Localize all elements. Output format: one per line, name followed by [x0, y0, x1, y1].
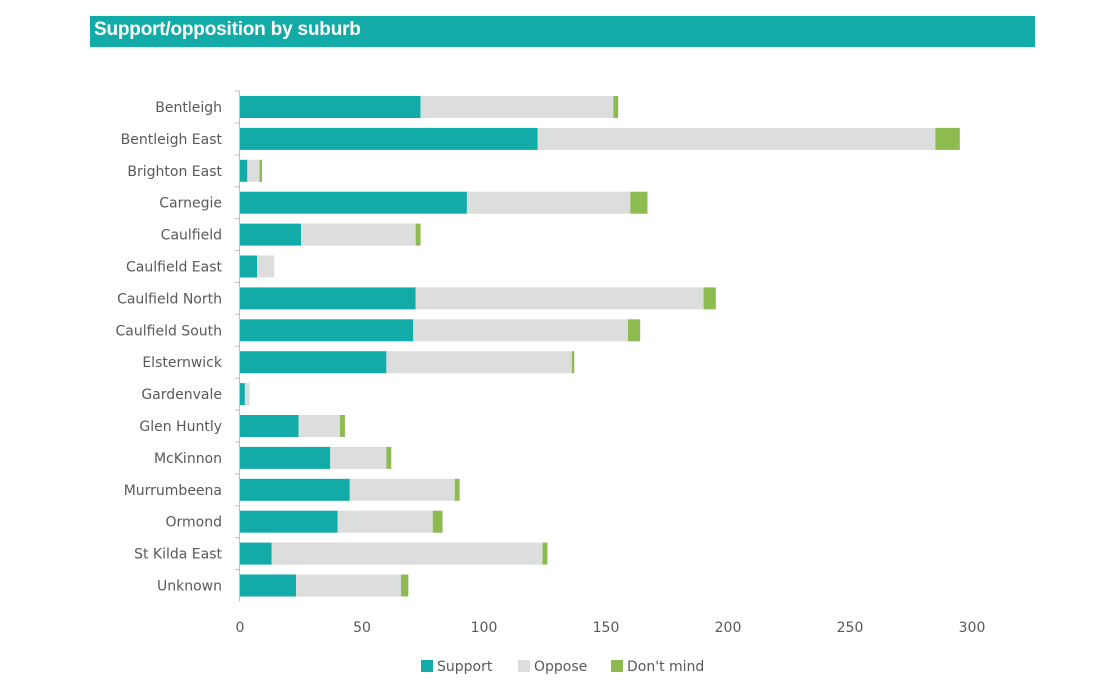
bar-oppose — [247, 159, 260, 182]
bar-oppose — [301, 223, 416, 246]
bar-oppose — [298, 415, 341, 437]
bars — [240, 96, 960, 597]
bar-don-t-mind — [386, 446, 392, 469]
category-label: Gardenvale — [141, 387, 222, 403]
category-label: Elsternwick — [142, 355, 223, 371]
bar-oppose — [420, 96, 614, 118]
bar-don-t-mind — [703, 287, 716, 310]
bar-oppose — [386, 351, 572, 374]
x-tick-label: 100 — [471, 620, 498, 636]
bar-don-t-mind — [401, 574, 409, 597]
bar-don-t-mind — [613, 96, 619, 118]
bar-oppose — [537, 127, 936, 150]
x-axis-tick-labels: 0 50 100 150 200 250 300 — [236, 620, 986, 636]
bar-support — [240, 478, 350, 501]
bar-support — [240, 446, 331, 469]
category-label: Glen Huntly — [139, 419, 222, 435]
x-tick-label: 300 — [959, 620, 986, 636]
legend-label: Oppose — [534, 659, 587, 675]
bar-don-t-mind — [340, 415, 345, 437]
category-label: Bentleigh — [155, 100, 222, 116]
legend-swatch — [421, 660, 433, 672]
bar-don-t-mind — [454, 478, 460, 501]
bar-don-t-mind — [935, 127, 960, 150]
x-tick-label: 150 — [593, 620, 620, 636]
category-label: Ormond — [166, 515, 223, 531]
category-label: Caulfield North — [117, 291, 222, 307]
category-label: Caulfield South — [116, 323, 222, 339]
bar-oppose — [330, 446, 387, 469]
category-label: St Kilda East — [134, 547, 222, 563]
bar-support — [240, 574, 297, 597]
bar-oppose — [466, 191, 631, 214]
bar-support — [240, 351, 387, 374]
category-label: Carnegie — [159, 196, 222, 212]
y-axis — [235, 90, 240, 602]
category-label: Bentleigh East — [121, 132, 223, 148]
x-tick-label: 250 — [837, 620, 864, 636]
chart-title-bar: Support/opposition by suburb — [90, 16, 1035, 47]
bar-support — [240, 415, 299, 437]
bar-oppose — [244, 383, 250, 406]
bar-oppose — [337, 510, 433, 533]
bar-oppose — [349, 478, 455, 501]
legend-label: Don't mind — [627, 659, 704, 675]
bar-don-t-mind — [571, 351, 575, 374]
bar-support — [240, 383, 245, 406]
bar-don-t-mind — [542, 542, 548, 565]
bar-oppose — [413, 319, 628, 342]
bar-don-t-mind — [627, 319, 641, 342]
x-tick-label: 200 — [715, 620, 742, 636]
x-tick-label: 50 — [353, 620, 371, 636]
bar-support — [240, 159, 248, 182]
category-label: Murrumbeena — [124, 483, 222, 499]
legend: Support Oppose Don't mind — [421, 659, 704, 675]
bar-support — [240, 287, 416, 310]
bar-oppose — [296, 574, 402, 597]
x-tick-label: 0 — [236, 620, 245, 636]
bar-support — [240, 223, 301, 246]
bar-support — [240, 319, 414, 342]
chart-title: Support/opposition by suburb — [94, 19, 361, 40]
legend-label: Support — [437, 659, 493, 675]
category-label: Caulfield — [161, 228, 222, 244]
bar-support — [240, 191, 467, 214]
bar-support — [240, 127, 538, 150]
bar-oppose — [271, 542, 543, 565]
bar-support — [240, 510, 338, 533]
category-label: Unknown — [157, 579, 222, 595]
bar-don-t-mind — [432, 510, 443, 533]
category-labels: Bentleigh Bentleigh East Brighton East Carn… — [116, 100, 223, 595]
bar-support — [240, 96, 421, 118]
bar-oppose — [257, 255, 275, 278]
bar-support — [240, 542, 272, 565]
bar-don-t-mind — [630, 191, 648, 214]
bar-oppose — [415, 287, 704, 310]
bar-don-t-mind — [259, 159, 262, 182]
bar-support — [240, 255, 258, 278]
legend-swatch — [611, 660, 623, 672]
category-label: McKinnon — [154, 451, 222, 467]
category-label: Caulfield East — [126, 260, 222, 276]
legend-swatch — [518, 660, 530, 672]
bar-don-t-mind — [415, 223, 421, 246]
category-label: Brighton East — [127, 164, 222, 180]
